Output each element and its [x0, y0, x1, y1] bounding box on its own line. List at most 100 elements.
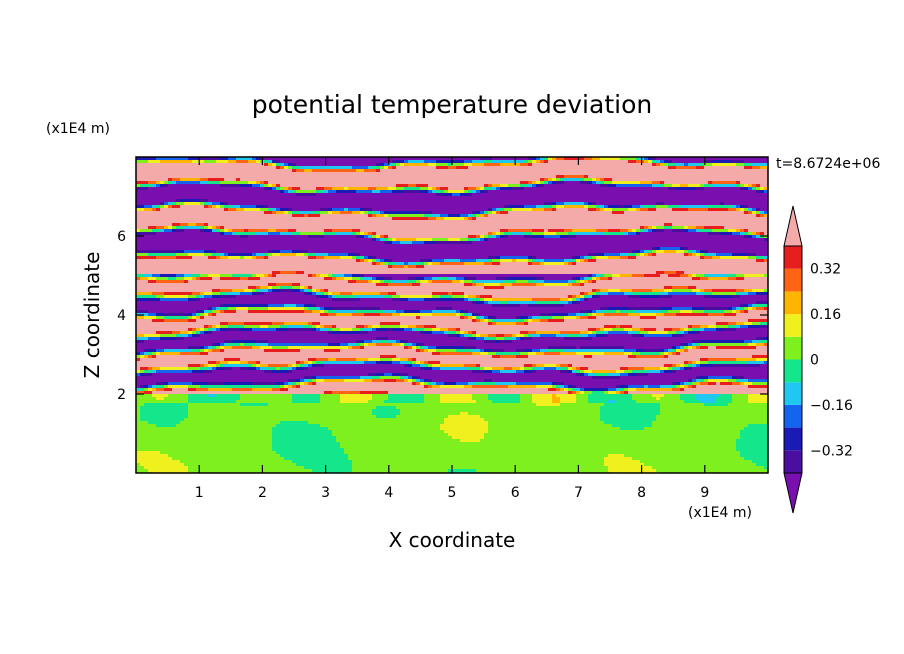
field-cell	[480, 295, 492, 298]
field-cell	[752, 163, 768, 166]
field-cell	[204, 370, 212, 373]
field-cell	[372, 235, 376, 238]
field-cell	[408, 373, 576, 376]
field-cell	[268, 289, 272, 292]
field-cell	[684, 250, 688, 253]
field-cell	[136, 259, 356, 262]
field-cell	[740, 208, 744, 211]
field-cell	[248, 286, 256, 289]
field-cell	[320, 289, 324, 292]
field-cell	[360, 232, 364, 235]
field-cell	[744, 205, 748, 208]
field-cell	[248, 160, 256, 163]
field-cell	[608, 229, 620, 232]
field-cell	[756, 190, 760, 193]
field-cell	[416, 316, 420, 319]
field-cell	[488, 421, 604, 424]
field-cell	[560, 385, 564, 388]
field-cell	[208, 226, 212, 229]
field-cell	[664, 160, 668, 163]
field-cell	[612, 277, 692, 280]
field-cell	[228, 361, 240, 364]
field-cell	[664, 202, 720, 205]
field-cell	[580, 277, 584, 280]
field-cell	[136, 364, 188, 367]
field-cell	[356, 340, 360, 343]
field-cell	[480, 235, 484, 238]
field-cell	[744, 211, 748, 214]
field-cell	[556, 232, 568, 235]
field-cell	[584, 283, 768, 286]
field-cell	[332, 187, 344, 190]
field-cell	[380, 292, 388, 295]
field-cell	[160, 337, 176, 340]
field-cell	[620, 289, 632, 292]
field-cell	[372, 277, 376, 280]
field-cell	[564, 304, 740, 307]
field-cell	[688, 208, 708, 211]
field-cell	[560, 364, 568, 367]
field-cell	[476, 187, 480, 190]
field-cell	[352, 463, 604, 466]
field-cell	[736, 181, 740, 184]
field-cell	[356, 310, 384, 313]
field-cell	[468, 235, 476, 238]
field-cell	[600, 292, 608, 295]
colorbar-segment	[784, 404, 802, 428]
field-cell	[708, 325, 716, 328]
field-cell	[520, 331, 528, 334]
field-cell	[464, 217, 468, 220]
field-cell	[528, 262, 532, 265]
field-cell	[220, 361, 228, 364]
field-cell	[396, 160, 404, 163]
field-cell	[584, 373, 588, 376]
field-cell	[136, 262, 372, 265]
field-cell	[384, 163, 388, 166]
field-cell	[492, 262, 500, 265]
field-cell	[260, 361, 296, 364]
field-cell	[500, 259, 512, 262]
field-cell	[304, 289, 308, 292]
field-cell	[652, 229, 656, 232]
field-cell	[436, 190, 444, 193]
field-cell	[228, 325, 244, 328]
field-cell	[548, 160, 628, 163]
field-cell	[536, 301, 560, 304]
field-cell	[224, 349, 264, 352]
field-cell	[528, 355, 584, 358]
field-cell	[248, 277, 260, 280]
field-cell	[288, 166, 292, 169]
field-cell	[368, 187, 376, 190]
field-cell	[296, 163, 376, 166]
field-cell	[632, 250, 636, 253]
field-cell	[452, 436, 484, 439]
field-cell	[152, 367, 160, 370]
field-cell	[756, 358, 768, 361]
field-cell	[140, 277, 148, 280]
field-cell	[472, 370, 484, 373]
field-cell	[764, 274, 768, 277]
field-cell	[640, 313, 656, 316]
field-cell	[596, 181, 600, 184]
field-cell	[296, 382, 300, 385]
field-cell	[240, 367, 248, 370]
field-cell	[200, 295, 204, 298]
field-cell	[556, 382, 564, 385]
field-cell	[512, 187, 524, 190]
field-cell	[484, 235, 488, 238]
field-cell	[168, 181, 172, 184]
field-cell	[136, 184, 140, 187]
field-cell	[560, 403, 604, 406]
field-cell	[480, 415, 600, 418]
field-cell	[200, 292, 204, 295]
field-cell	[484, 214, 488, 217]
field-cell	[268, 205, 504, 208]
field-cell	[200, 229, 204, 232]
field-cell	[164, 319, 188, 322]
field-cell	[428, 280, 432, 283]
field-cell	[524, 205, 536, 208]
field-cell	[424, 364, 428, 367]
field-cell	[212, 226, 216, 229]
field-cell	[388, 163, 392, 166]
